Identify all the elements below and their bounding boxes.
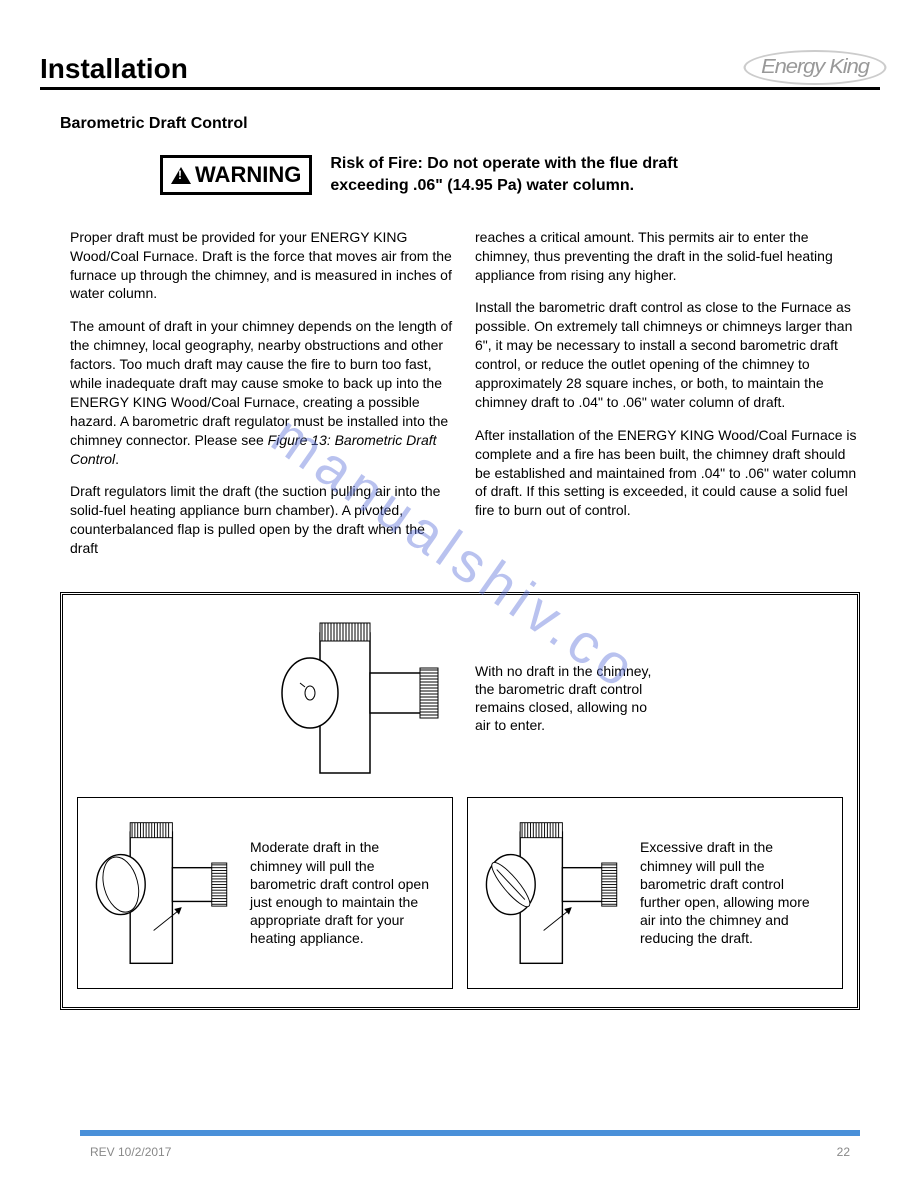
- footer-revision: REV 10/2/2017: [90, 1145, 171, 1159]
- body-paragraph: After installation of the ENERGY KING Wo…: [475, 426, 860, 520]
- warning-label: WARNING: [195, 162, 301, 188]
- footer-page-number: 22: [837, 1145, 850, 1159]
- body-text: The amount of draft in your chimney depe…: [70, 318, 452, 447]
- body-text: .: [115, 451, 119, 467]
- subsection-heading: Barometric Draft Control: [60, 115, 880, 133]
- body-paragraph: Draft regulators limit the draft (the su…: [70, 482, 455, 558]
- damper-moderate-box: Moderate draft in the chimney will pull …: [77, 797, 453, 989]
- damper-excessive-box: Excessive draft in the chimney will pull…: [467, 797, 843, 989]
- body-paragraph: reaches a critical amount. This permits …: [475, 228, 860, 285]
- damper-moderate-diagram: [88, 808, 238, 978]
- caption-moderate: Moderate draft in the chimney will pull …: [250, 838, 430, 947]
- caption-excessive: Excessive draft in the chimney will pull…: [640, 838, 820, 947]
- figure-13-box: With no draft in the chimney, the barome…: [60, 592, 860, 1010]
- brand-logo: Energy King: [744, 50, 887, 85]
- page-title: Installation: [40, 53, 188, 85]
- body-column-right: reaches a critical amount. This permits …: [475, 228, 860, 572]
- footer-bar: [80, 1130, 860, 1136]
- body-column-left: Proper draft must be provided for your E…: [70, 228, 455, 572]
- warning-triangle-icon: [171, 167, 191, 184]
- body-paragraph: Proper draft must be provided for your E…: [70, 228, 455, 304]
- body-paragraph: The amount of draft in your chimney depe…: [70, 317, 455, 468]
- body-paragraph: Install the barometric draft control as …: [475, 298, 860, 411]
- damper-excessive-diagram: [478, 808, 628, 978]
- warning-block: WARNING Risk of Fire: Do not operate wit…: [160, 153, 880, 198]
- warning-text: Risk of Fire: Do not operate with the fl…: [330, 153, 730, 198]
- warning-label-box: WARNING: [160, 155, 312, 195]
- damper-closed-diagram: [265, 613, 445, 783]
- caption-closed: With no draft in the chimney, the barome…: [475, 662, 655, 735]
